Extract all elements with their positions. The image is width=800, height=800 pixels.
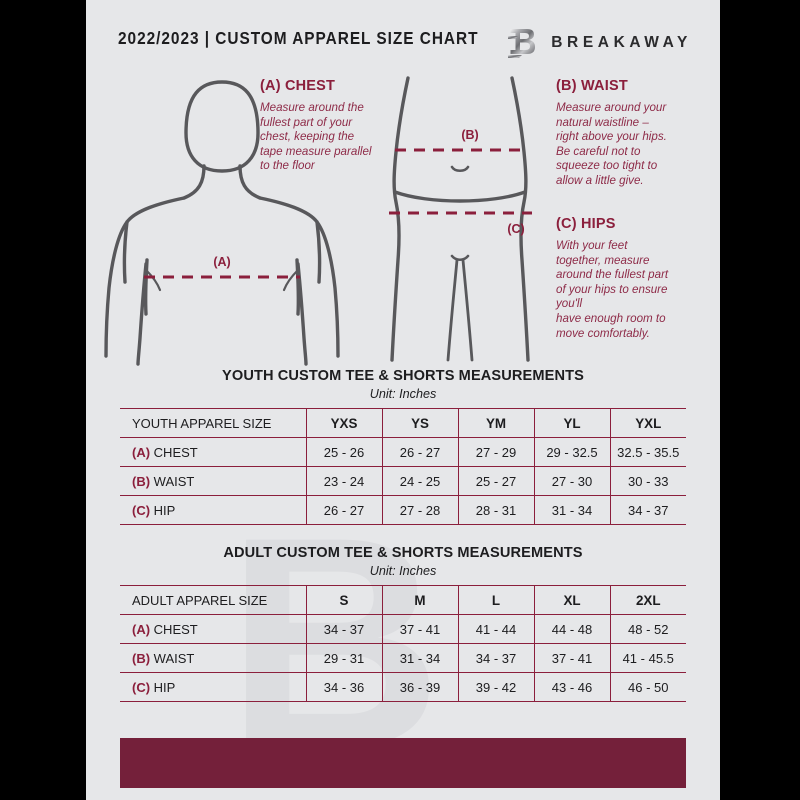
cell-youth-chest-yl: 29 - 32.5 (533, 437, 610, 467)
youth-size-table-block: YOUTH CUSTOM TEE & SHORTS MEASUREMENTS U… (120, 368, 686, 525)
cell-adult-hip-s: 34 - 36 (305, 672, 382, 702)
cell-adult-waist-m: 31 - 34 (381, 643, 458, 673)
cell-adult-waist-2xl: 41 - 45.5 (609, 643, 686, 673)
cell-adult-chest-m: 37 - 41 (381, 614, 458, 644)
row-label-waist: (B) WAIST (120, 643, 306, 673)
cell-adult-chest-s: 34 - 37 (305, 614, 382, 644)
brand-lockup: BREAKAWAY (507, 26, 692, 60)
upper-body-diagram: (A) (104, 80, 340, 366)
hip-measure-label: (C) (507, 222, 524, 236)
caption-hips-title: (C) HIPS (556, 216, 616, 232)
size-chart-page: B 2022/2023 | CUSTOM APPAREL SIZE CHART (86, 0, 720, 800)
cell-youth-hip-yl: 31 - 34 (533, 495, 610, 525)
cell-youth-hip-yxl: 34 - 37 (609, 495, 686, 525)
cell-adult-hip-2xl: 46 - 50 (609, 672, 686, 702)
cell-adult-hip-xl: 43 - 46 (533, 672, 610, 702)
cell-adult-hip-l: 39 - 42 (457, 672, 534, 702)
cell-adult-hip-m: 36 - 39 (381, 672, 458, 702)
row-name-waist: WAIST (153, 473, 195, 489)
table-row: (C) HIP 26 - 27 27 - 28 28 - 31 31 - 34 … (120, 495, 686, 525)
footer-bar (120, 738, 686, 788)
youth-table-unit: Unit: Inches (369, 387, 437, 401)
cell-youth-chest-ys: 26 - 27 (381, 437, 458, 467)
caption-chest-title: (A) CHEST (260, 78, 336, 94)
lower-body-diagram: (B) (C) (389, 76, 532, 362)
cell-youth-chest-yxs: 25 - 26 (305, 437, 382, 467)
column-header-xl: XL (533, 585, 610, 615)
measurement-illustrations: (A) (86, 70, 720, 366)
youth-apparel-size-header: YOUTH APPAREL SIZE (120, 408, 306, 438)
row-name-hip: HIP (153, 679, 176, 695)
column-header-2xl: 2XL (609, 585, 686, 615)
row-label-chest: (A) CHEST (120, 437, 306, 467)
row-label-waist: (B) WAIST (120, 466, 306, 496)
adult-table-unit: Unit: Inches (369, 564, 437, 578)
page-header: 2022/2023 | CUSTOM APPAREL SIZE CHART (86, 26, 720, 66)
row-tag-b: (B) (132, 650, 151, 666)
adult-size-table: ADULT APPAREL SIZE S M L XL 2XL (A) CHES… (120, 585, 686, 702)
waist-measure-label: (B) (461, 128, 478, 142)
row-tag-a: (A) (132, 621, 151, 637)
cell-youth-waist-yxl: 30 - 33 (609, 466, 686, 496)
column-header-yl: YL (533, 408, 610, 438)
column-header-l: L (457, 585, 534, 615)
cell-adult-chest-xl: 44 - 48 (533, 614, 610, 644)
cell-adult-chest-2xl: 48 - 52 (609, 614, 686, 644)
table-header-row: YOUTH APPAREL SIZE YXS YS YM YL YXL (120, 408, 686, 438)
row-tag-a: (A) (132, 444, 151, 460)
cell-adult-chest-l: 41 - 44 (457, 614, 534, 644)
cell-youth-waist-yxs: 23 - 24 (305, 466, 382, 496)
table-row: (B) WAIST 23 - 24 24 - 25 25 - 27 27 - 3… (120, 466, 686, 496)
adult-table-title: ADULT CUSTOM TEE & SHORTS MEASUREMENTS (223, 545, 583, 561)
cell-youth-chest-yxl: 32.5 - 35.5 (609, 437, 686, 467)
caption-chest: (A) CHEST Measure around the fullest par… (260, 78, 438, 174)
caption-waist-title: (B) WAIST (556, 78, 628, 94)
cell-adult-waist-l: 34 - 37 (457, 643, 534, 673)
column-header-m: M (381, 585, 458, 615)
cell-youth-hip-ym: 28 - 31 (457, 495, 534, 525)
row-name-waist: WAIST (153, 650, 195, 666)
cell-adult-waist-s: 29 - 31 (305, 643, 382, 673)
column-header-ys: YS (381, 408, 458, 438)
row-label-hip: (C) HIP (120, 672, 306, 702)
cell-youth-hip-yxs: 26 - 27 (305, 495, 382, 525)
cell-youth-waist-ym: 25 - 27 (457, 466, 534, 496)
row-label-hip: (C) HIP (120, 495, 306, 525)
table-row: (C) HIP 34 - 36 36 - 39 39 - 42 43 - 46 … (120, 672, 686, 702)
column-header-yxs: YXS (305, 408, 382, 438)
brand-name: BREAKAWAY (551, 34, 692, 51)
row-name-hip: HIP (153, 502, 176, 518)
table-header-row: ADULT APPAREL SIZE S M L XL 2XL (120, 585, 686, 615)
caption-hips: (C) HIPS With your feet together, measur… (556, 216, 704, 341)
cell-youth-waist-yl: 27 - 30 (533, 466, 610, 496)
youth-size-table: YOUTH APPAREL SIZE YXS YS YM YL YXL (A) … (120, 408, 686, 525)
cell-youth-waist-ys: 24 - 25 (381, 466, 458, 496)
caption-waist-body: Measure around your natural waistline – … (556, 101, 667, 187)
row-label-chest: (A) CHEST (120, 614, 306, 644)
table-row: (A) CHEST 34 - 37 37 - 41 41 - 44 44 - 4… (120, 614, 686, 644)
column-header-yxl: YXL (609, 408, 686, 438)
youth-table-title: YOUTH CUSTOM TEE & SHORTS MEASUREMENTS (222, 368, 584, 384)
column-header-s: S (305, 585, 382, 615)
adult-apparel-size-header: ADULT APPAREL SIZE (120, 585, 306, 615)
caption-waist: (B) WAIST Measure around your natural wa… (556, 78, 704, 189)
row-tag-b: (B) (132, 473, 151, 489)
table-row: (A) CHEST 25 - 26 26 - 27 27 - 29 29 - 3… (120, 437, 686, 467)
column-header-ym: YM (457, 408, 534, 438)
table-row: (B) WAIST 29 - 31 31 - 34 34 - 37 37 - 4… (120, 643, 686, 673)
breakaway-b-logo-icon (507, 26, 537, 60)
caption-chest-body: Measure around the fullest part of your … (260, 101, 372, 173)
row-tag-c: (C) (132, 679, 151, 695)
page-title: 2022/2023 | CUSTOM APPAREL SIZE CHART (118, 28, 479, 48)
adult-size-table-block: ADULT CUSTOM TEE & SHORTS MEASUREMENTS U… (120, 545, 686, 702)
row-name-chest: CHEST (153, 444, 198, 460)
chest-measure-label: (A) (213, 255, 230, 269)
row-tag-c: (C) (132, 502, 151, 518)
row-name-chest: CHEST (153, 621, 198, 637)
cell-youth-chest-ym: 27 - 29 (457, 437, 534, 467)
caption-hips-body: With your feet together, measure around … (556, 239, 669, 340)
cell-adult-waist-xl: 37 - 41 (533, 643, 610, 673)
cell-youth-hip-ys: 27 - 28 (381, 495, 458, 525)
